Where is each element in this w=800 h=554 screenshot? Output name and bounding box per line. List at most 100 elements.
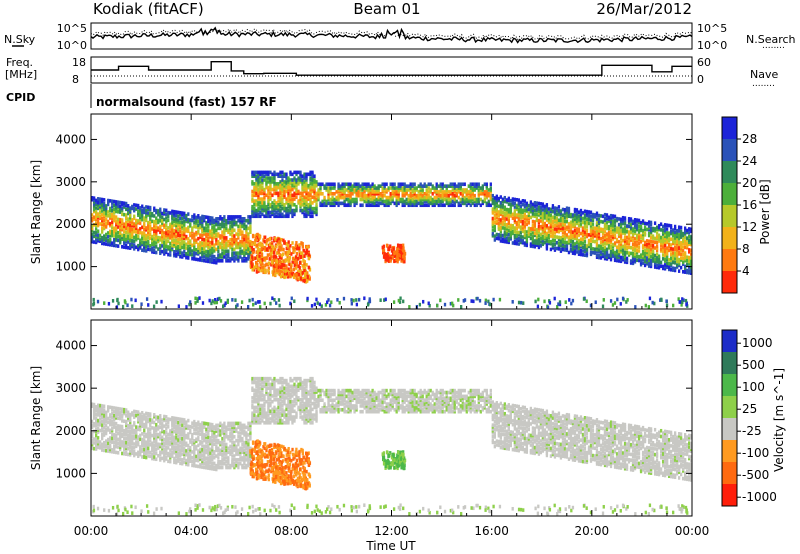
velocity-cell xyxy=(95,429,98,434)
power-cell xyxy=(371,190,374,194)
power-cell xyxy=(427,197,430,202)
power-cell xyxy=(165,227,168,232)
power-cell xyxy=(175,221,178,226)
power-cell xyxy=(155,208,158,213)
power-cell xyxy=(400,252,404,257)
power-cell xyxy=(537,297,540,302)
velocity-cell xyxy=(101,448,104,452)
power-cell xyxy=(193,215,196,219)
power-cell xyxy=(203,247,206,252)
power-cell xyxy=(635,225,639,230)
power-cell xyxy=(143,227,146,232)
power-cell xyxy=(185,246,188,250)
power-cell xyxy=(553,215,557,220)
power-cell xyxy=(633,221,637,226)
power-cell xyxy=(306,245,309,250)
power-cell xyxy=(665,232,669,237)
power-cell xyxy=(307,206,310,211)
power-cell xyxy=(233,247,236,252)
power-cell xyxy=(423,195,426,200)
power-cell xyxy=(511,203,515,207)
power-cell xyxy=(515,207,519,212)
power-cell xyxy=(197,236,200,241)
velocity-cell xyxy=(103,440,106,445)
power-cell xyxy=(563,234,567,239)
power-cell xyxy=(115,238,118,242)
power-cell xyxy=(109,221,112,226)
power-cell xyxy=(117,301,120,306)
power-cell xyxy=(357,193,360,198)
power-cell xyxy=(629,223,633,227)
power-cell xyxy=(419,188,422,192)
power-cell xyxy=(515,220,519,225)
power-cell xyxy=(587,212,591,216)
power-cell xyxy=(251,267,254,272)
power-cell xyxy=(231,239,234,244)
power-cell xyxy=(109,239,112,243)
power-cell xyxy=(599,219,603,224)
power-cell xyxy=(395,195,398,200)
power-cell xyxy=(93,240,96,244)
power-cell xyxy=(575,208,579,212)
power-cell xyxy=(131,242,134,247)
power-cell xyxy=(237,258,240,263)
power-cell xyxy=(129,238,132,243)
power-cell xyxy=(281,212,284,217)
power-cell xyxy=(685,242,689,246)
power-cell xyxy=(194,296,197,301)
power-cell xyxy=(519,210,523,214)
power-cell xyxy=(435,186,438,190)
power-cell xyxy=(503,222,506,227)
power-cell xyxy=(419,186,422,190)
power-cell xyxy=(665,240,669,245)
power-cell xyxy=(617,251,621,256)
power-cell xyxy=(361,182,364,187)
power-cell xyxy=(153,237,156,241)
power-cell xyxy=(551,215,555,220)
power-cell xyxy=(675,230,679,235)
power-cell xyxy=(585,213,589,218)
power-cell xyxy=(673,241,677,246)
power-cell xyxy=(685,238,689,242)
power-cell xyxy=(567,212,571,217)
power-cell xyxy=(249,228,252,233)
power-cell xyxy=(399,186,402,190)
velocity-cell xyxy=(91,444,94,449)
power-cell xyxy=(481,201,484,206)
power-cell xyxy=(271,187,274,192)
power-cell xyxy=(275,187,278,192)
power-cell xyxy=(137,211,140,216)
power-cell xyxy=(559,216,563,221)
power-cell xyxy=(523,214,527,219)
power-cell xyxy=(171,215,174,219)
power-cell xyxy=(631,227,635,231)
power-cell xyxy=(403,192,406,196)
power-cell xyxy=(281,170,284,175)
power-cell xyxy=(327,186,330,190)
power-cell xyxy=(353,190,356,194)
power-cell xyxy=(201,224,204,228)
cpid-label: CPID xyxy=(6,91,35,104)
power-cell xyxy=(663,228,667,233)
power-cell xyxy=(535,228,539,232)
power-cell xyxy=(92,301,96,306)
power-cell xyxy=(507,225,510,229)
power-cell xyxy=(413,199,416,204)
power-cell xyxy=(657,265,661,270)
power-cell xyxy=(299,201,302,205)
power-cell xyxy=(287,210,290,215)
power-cell xyxy=(613,233,617,238)
power-cell xyxy=(117,202,120,206)
power-cell xyxy=(327,195,330,200)
power-cell xyxy=(509,229,512,233)
power-cell xyxy=(221,217,224,221)
power-cell xyxy=(109,237,112,241)
power-cell xyxy=(453,197,456,202)
power-cell xyxy=(241,232,244,236)
power-cell xyxy=(271,204,274,209)
power-cell xyxy=(365,184,368,188)
power-cell xyxy=(133,208,136,213)
power-cell xyxy=(673,253,677,257)
power-cell xyxy=(567,235,571,240)
power-cell xyxy=(575,213,579,218)
